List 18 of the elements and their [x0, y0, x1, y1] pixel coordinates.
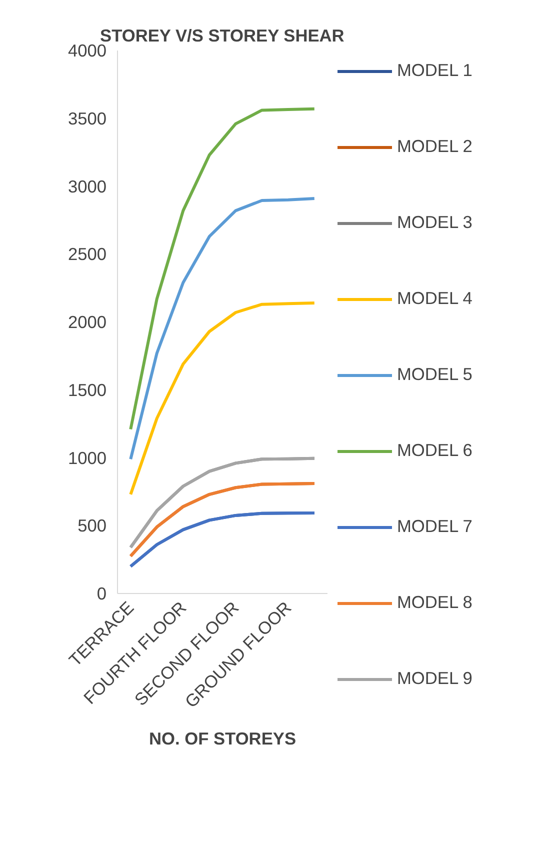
y-tick-label: 0 [96, 584, 107, 604]
y-tick-label: 3500 [68, 108, 107, 128]
y-tick-label: 3000 [68, 176, 107, 196]
legend-label: MODEL 2 [397, 136, 472, 157]
legend-label: MODEL 7 [397, 516, 472, 537]
y-tick-label: 1000 [68, 448, 107, 468]
y-tick-label: 1500 [68, 380, 107, 400]
legend-label: MODEL 6 [397, 440, 472, 461]
legend-label: MODEL 4 [397, 288, 472, 309]
legend-label: MODEL 1 [397, 60, 472, 81]
legend-label: MODEL 9 [397, 668, 472, 689]
y-tick-label: 500 [78, 516, 107, 536]
legend-label: MODEL 8 [397, 592, 472, 613]
y-tick-label: 2000 [68, 312, 107, 332]
y-tick-label: 2500 [68, 244, 107, 264]
legend-label: MODEL 5 [397, 364, 472, 385]
legend-label: MODEL 3 [397, 212, 472, 233]
x-axis-title: NO. OF STOREYS [149, 728, 296, 748]
